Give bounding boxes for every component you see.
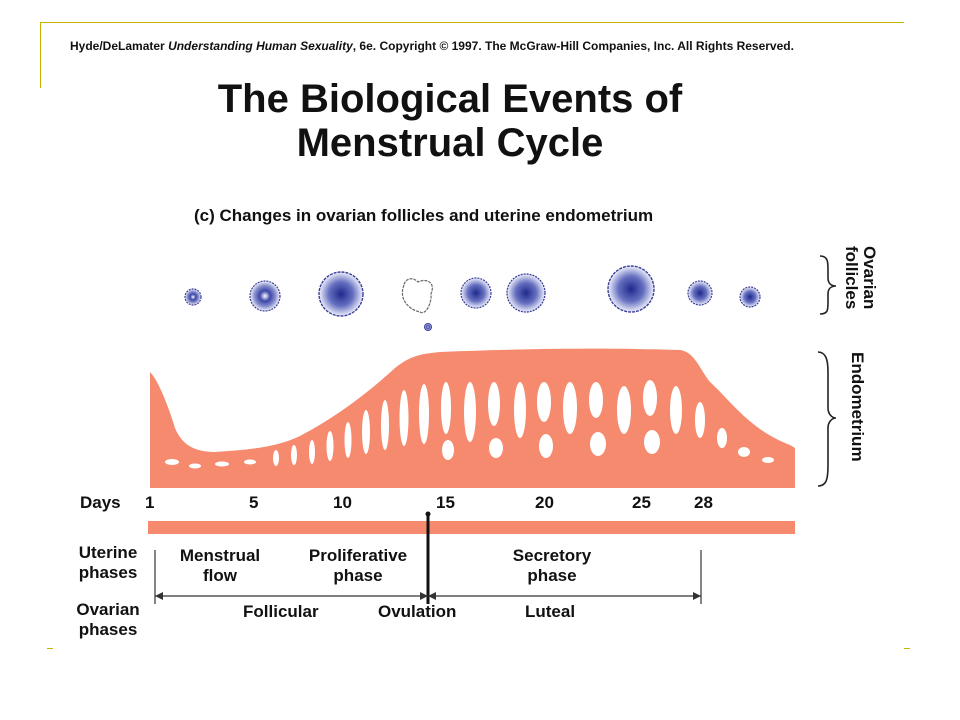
endometrium-label: Endometrium	[848, 352, 867, 462]
follicle-6	[607, 265, 655, 313]
follicles-row	[184, 265, 761, 331]
secretory-phase-label: Secretory phase	[492, 546, 612, 586]
proliferative-phase-label-2: phase	[333, 566, 383, 585]
endometrium-brace	[817, 351, 837, 487]
menstrual-flow-label-2: flow	[203, 566, 237, 585]
title-line-2: Menstrual Cycle	[296, 121, 604, 165]
page-title: The Biological Events of Menstrual Cycle	[140, 77, 760, 165]
follicle-1	[184, 288, 202, 306]
menstrual-flow-label-1: Menstrual	[179, 546, 261, 565]
uterine-phases-label: Uterine phases	[68, 543, 148, 583]
endometrium-glands	[165, 380, 774, 469]
follicle-3	[318, 271, 364, 317]
credit-rest: , 6e. Copyright © 1997. The McGraw-Hill …	[352, 39, 794, 53]
day-tick-28: 28	[694, 493, 713, 512]
secretory-phase-label-2: phase	[527, 566, 577, 585]
follicular-arrow-left	[155, 592, 163, 600]
follicular-label: Follicular	[243, 602, 319, 621]
ovarian-phases-label: Ovarian phases	[66, 600, 150, 640]
follicle-7	[687, 280, 713, 306]
ovulation-marker	[425, 511, 431, 517]
ovarian-follicles-label-2: follicles	[842, 246, 861, 310]
day-tick-10: 10	[333, 493, 352, 512]
follicle-2	[249, 280, 281, 312]
follicle-ovulating	[401, 278, 433, 314]
day-tick-5: 5	[249, 493, 259, 512]
frame-top-line	[40, 22, 904, 23]
credit-authors: Hyde/DeLamater	[70, 39, 165, 53]
day-tick-15: 15	[436, 493, 455, 512]
ovulation-label: Ovulation	[378, 602, 457, 621]
luteal-arrow-left	[428, 592, 436, 600]
uterine-phases-label-2: phases	[78, 563, 138, 582]
follicle-8	[739, 286, 761, 308]
uterine-phases-label-1: Uterine	[78, 543, 138, 562]
frame-left-line	[40, 22, 41, 88]
luteal-arrow-right	[693, 592, 701, 600]
luteal-label: Luteal	[525, 602, 576, 621]
proliferative-phase-label: Proliferative phase	[288, 546, 428, 586]
diagram-subtitle: (c) Changes in ovarian follicles and ute…	[194, 206, 654, 225]
follicle-5	[506, 273, 546, 313]
ovarian-phases-label-2: phases	[78, 620, 138, 639]
day-tick-1: 1	[145, 493, 155, 512]
days-label: Days	[80, 493, 121, 512]
copyright-credit: Hyde/DeLamater Understanding Human Sexua…	[70, 39, 794, 53]
title-line-1: The Biological Events of	[217, 77, 683, 121]
credit-book: Understanding Human Sexuality	[168, 39, 353, 53]
ovum-released	[424, 323, 432, 331]
ovarian-phases-label-1: Ovarian	[76, 600, 140, 619]
proliferative-phase-label-1: Proliferative	[308, 546, 408, 565]
frame-tick-left	[47, 648, 53, 649]
day-tick-25: 25	[632, 493, 651, 512]
secretory-phase-label-1: Secretory	[512, 546, 592, 565]
follicle-4	[460, 277, 492, 309]
day-tick-20: 20	[535, 493, 554, 512]
frame-tick-right	[904, 648, 910, 649]
ovarian-follicles-label: Ovarian follicles	[842, 246, 879, 310]
ovarian-follicles-label-1: Ovarian	[860, 246, 879, 310]
follicular-arrow-right	[420, 592, 428, 600]
menstrual-flow-label: Menstrual flow	[165, 546, 275, 586]
days-bar	[148, 521, 795, 534]
follicles-brace	[819, 255, 837, 315]
endometrium-layer	[150, 348, 795, 488]
